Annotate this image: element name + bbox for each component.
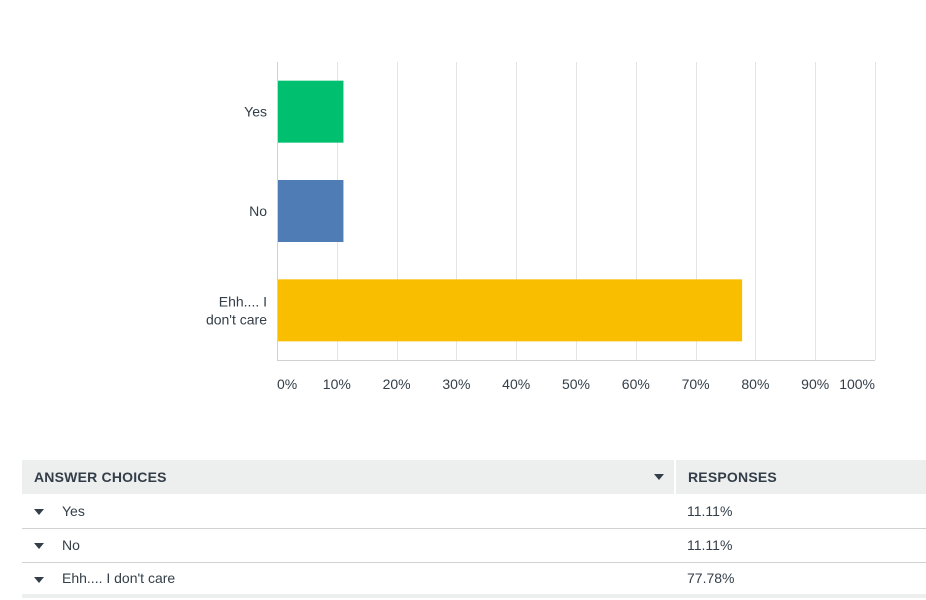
x-tick-label: 10%: [323, 376, 351, 392]
answer-choice-cell: Yes: [22, 494, 675, 528]
table-row: Yes 11.11%: [22, 494, 926, 528]
category-label: don't care: [206, 311, 267, 327]
x-tick-label: 80%: [741, 376, 769, 392]
bar-chart: Yes No Ehh.... I don't care 0% 10% 20% 30% 40% 50…: [206, 62, 876, 392]
table-header-row: ANSWER CHOICES RESPONSES: [22, 460, 926, 494]
expand-caret-icon[interactable]: [34, 509, 44, 516]
response-cell: 11.11%: [687, 537, 733, 553]
answer-choice-label: Yes: [62, 502, 85, 519]
chart-svg: Yes No Ehh.... I don't care 0% 10% 20% 30% 40% 50…: [206, 62, 876, 392]
x-tick-label: 50%: [562, 376, 590, 392]
answer-choices-table: ANSWER CHOICES RESPONSES Yes 11.11% No 1…: [22, 460, 926, 598]
x-tick-label: 60%: [622, 376, 650, 392]
x-tick-label: 20%: [383, 376, 411, 392]
answer-choices-header-label: ANSWER CHOICES: [34, 469, 167, 485]
answer-choices-header[interactable]: ANSWER CHOICES: [22, 460, 676, 494]
answer-choice-label: No: [62, 537, 80, 553]
responses-header-label: RESPONSES: [688, 469, 777, 485]
responses-header: RESPONSES: [675, 460, 926, 494]
x-tick-label: 100%: [839, 376, 875, 392]
response-cell: 11.11%: [687, 502, 733, 519]
x-tick-label: 70%: [682, 376, 710, 392]
answer-choice-cell: Ehh.... I don't care: [22, 562, 675, 596]
answer-choice-cell: No: [22, 528, 675, 562]
table-row: No 11.11%: [22, 528, 926, 562]
x-tick-label: 0%: [277, 376, 297, 392]
expand-caret-icon[interactable]: [34, 543, 44, 550]
x-tick-label: 40%: [502, 376, 530, 392]
category-label: Yes: [244, 104, 267, 120]
sort-caret-icon[interactable]: [654, 474, 664, 480]
answer-choice-label: Ehh.... I don't care: [62, 570, 176, 587]
expand-caret-icon[interactable]: [34, 576, 44, 583]
x-tick-label: 90%: [801, 376, 829, 392]
bar: [278, 180, 344, 242]
bar: [278, 80, 344, 143]
category-label: No: [249, 203, 267, 219]
table-row: Ehh.... I don't care 77.78%: [22, 562, 926, 596]
response-cell: 77.78%: [687, 570, 735, 587]
bar: [278, 279, 743, 342]
x-tick-label: 30%: [442, 376, 470, 392]
category-label: Ehh.... I: [219, 293, 267, 309]
